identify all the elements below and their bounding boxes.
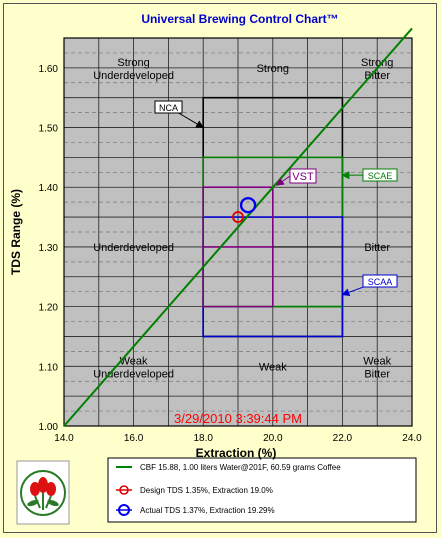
y-tick-label: 1.20 bbox=[39, 303, 59, 314]
zone-label: Strong bbox=[257, 63, 289, 75]
scae-callout-label: SCAE bbox=[368, 171, 393, 181]
legend-design-swatch bbox=[119, 485, 129, 495]
vst-callout-box bbox=[289, 168, 317, 184]
logo-leaf-left bbox=[27, 499, 39, 507]
zone-label: Weak Bitter bbox=[363, 355, 391, 380]
y-axis-label: TDS Range (%) bbox=[9, 189, 23, 275]
actual-tds-point bbox=[239, 196, 257, 214]
legend-design-label: Design TDS 1.35%, Extraction 19.0% bbox=[140, 486, 273, 495]
y-tick-label: 1.10 bbox=[39, 362, 59, 373]
x-tick-label: 20.0 bbox=[263, 433, 283, 444]
legend-actual-swatch bbox=[118, 504, 130, 516]
logo-emblem bbox=[16, 460, 70, 525]
logo-tulip-center bbox=[38, 477, 48, 493]
zone-label: Strong Underdeveloped bbox=[93, 57, 174, 82]
zone-label: Weak bbox=[259, 361, 287, 373]
x-tick-label: 22.0 bbox=[333, 433, 353, 444]
nca-callout-box bbox=[154, 100, 183, 114]
nca-callout-label: NCA bbox=[159, 103, 178, 113]
vst-callout-arrow bbox=[275, 175, 291, 186]
zone-label: Weak Underdeveloped bbox=[93, 355, 174, 380]
y-tick-label: 1.30 bbox=[39, 243, 59, 254]
legend-cbf-label: CBF 15.88, 1.00 liters Water@201F, 60.59… bbox=[140, 463, 341, 472]
y-tick-label: 1.40 bbox=[39, 183, 59, 194]
x-tick-label: 24.0 bbox=[402, 433, 422, 444]
scaa-callout-label: SCAA bbox=[368, 277, 393, 287]
x-tick-label: 18.0 bbox=[193, 433, 213, 444]
legend-box bbox=[107, 457, 417, 523]
y-tick-label: 1.00 bbox=[39, 422, 59, 433]
plot-border bbox=[63, 37, 413, 427]
y-tick-label: 1.60 bbox=[39, 64, 59, 75]
vst-callout-label: VST bbox=[292, 171, 314, 183]
x-axis-label: Extraction (%) bbox=[196, 446, 277, 460]
logo-leaf-right bbox=[47, 499, 59, 507]
logo-ring bbox=[20, 470, 66, 516]
x-tick-label: 14.0 bbox=[54, 433, 74, 444]
design-tds-point bbox=[232, 211, 244, 223]
logo-tulip-right bbox=[46, 482, 56, 496]
scaa-callout-box bbox=[362, 274, 398, 288]
x-tick-label: 16.0 bbox=[124, 433, 144, 444]
timestamp-label: 3/29/2010 3:39:44 PM bbox=[174, 411, 302, 426]
legend-actual-label: Actual TDS 1.37%, Extraction 19.29% bbox=[140, 506, 275, 515]
zone-label: Underdeveloped bbox=[93, 242, 174, 254]
y-tick-label: 1.50 bbox=[39, 124, 59, 135]
chart-title: Universal Brewing Control Chart™ bbox=[141, 12, 338, 26]
cbf-line bbox=[63, 27, 413, 427]
scae-callout-box bbox=[362, 168, 398, 182]
zone-label: Bitter bbox=[364, 242, 390, 254]
logo-tulip-left bbox=[30, 482, 40, 496]
